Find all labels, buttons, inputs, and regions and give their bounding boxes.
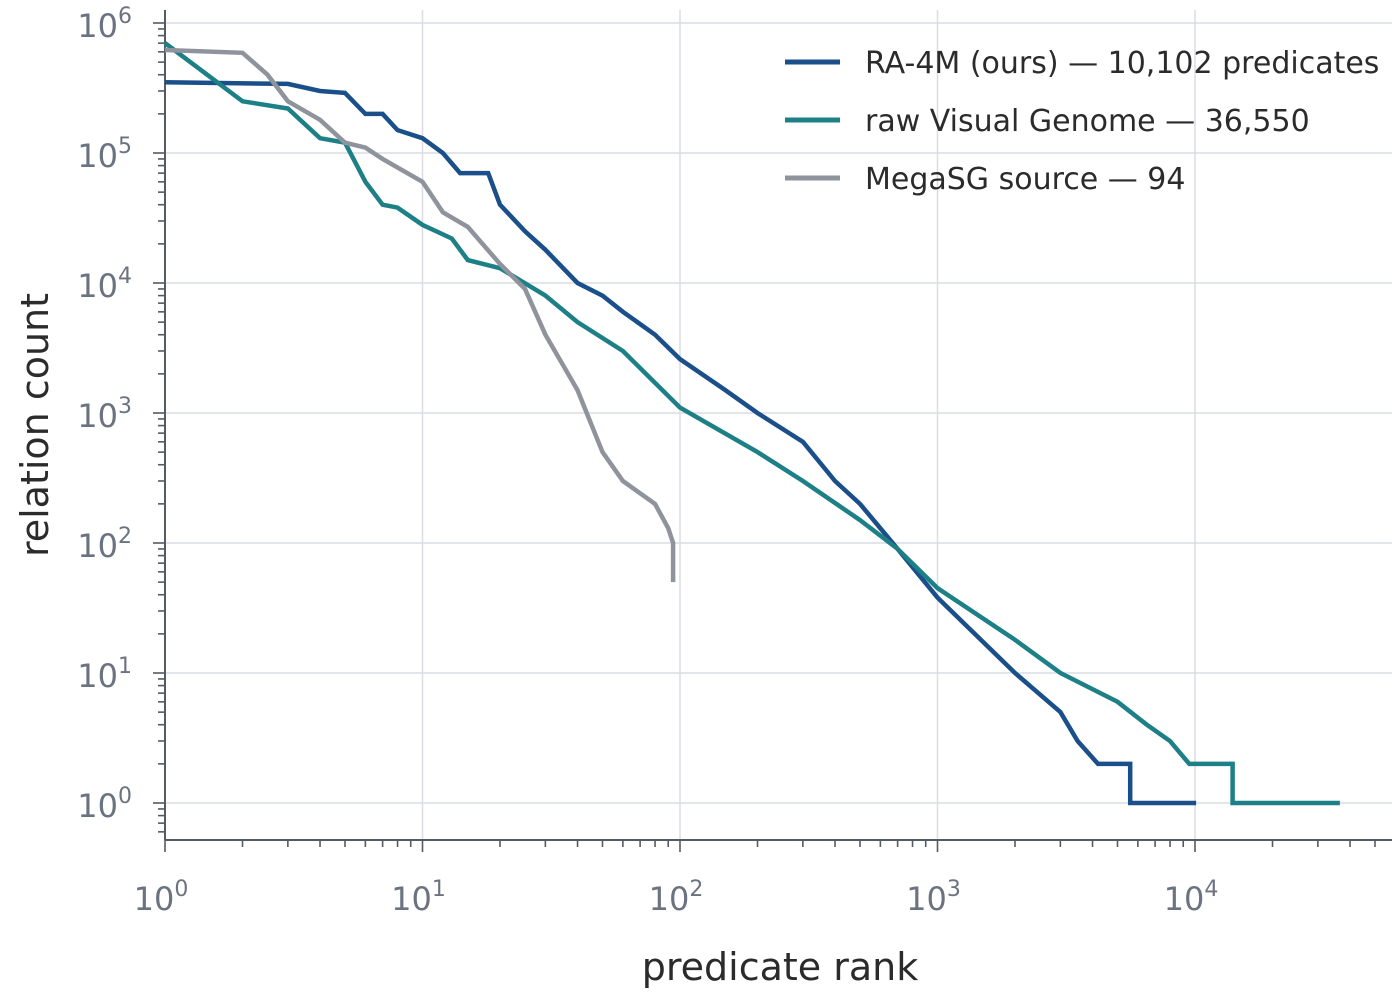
x-tick-label-exponent: 3	[947, 877, 961, 902]
series-line-2	[163, 41, 1340, 806]
minor-ticks	[153, 22, 1376, 852]
y-tick-label-base: 10	[77, 267, 118, 305]
series-line-1	[164, 80, 1197, 806]
x-tick-label: 102	[649, 877, 704, 918]
y-tick-label-exponent: 5	[118, 134, 132, 159]
y-tick-label-base: 10	[77, 137, 118, 175]
legend-label-2: raw Visual Genome — 36,550	[865, 104, 1310, 139]
y-tick-label-exponent: 1	[118, 654, 132, 679]
y-axis-title: relation count	[13, 293, 57, 557]
y-tick-label-base: 10	[77, 787, 118, 825]
series-line-3	[164, 47, 676, 583]
y-tick-label: 102	[77, 524, 132, 565]
series-lines	[163, 41, 1340, 806]
y-tick-label-exponent: 0	[118, 784, 132, 809]
x-tick-label-base: 10	[1164, 880, 1205, 918]
x-tick-label: 103	[906, 877, 961, 918]
x-tick-label-exponent: 0	[174, 877, 188, 902]
y-tick-label-exponent: 4	[118, 264, 132, 289]
legend-label-3: MegaSG source — 94	[865, 162, 1185, 197]
y-tick-label-exponent: 6	[118, 4, 132, 29]
y-tick-label-base: 10	[77, 657, 118, 695]
x-tick-label-exponent: 4	[1204, 877, 1218, 902]
y-tick-label: 100	[77, 784, 132, 825]
y-tick-label-exponent: 2	[118, 524, 132, 549]
x-tick-label-base: 10	[134, 880, 175, 918]
x-axis-title: predicate rank	[642, 945, 919, 989]
grid	[164, 10, 1392, 840]
x-tick-label-base: 10	[649, 880, 690, 918]
y-tick-label: 101	[77, 654, 132, 695]
x-tick-label: 101	[391, 877, 446, 918]
x-tick-label-base: 10	[391, 880, 432, 918]
y-tick-label: 104	[77, 264, 132, 305]
y-tick-label-base: 10	[77, 7, 118, 45]
y-tick-label-base: 10	[77, 527, 118, 565]
y-tick-label: 106	[77, 4, 132, 45]
legend: RA-4M (ours) — 10,102 predicates raw Visu…	[785, 46, 1379, 197]
x-tick-label-exponent: 1	[432, 877, 446, 902]
y-tick-label-exponent: 3	[118, 394, 132, 419]
legend-label-1: RA-4M (ours) — 10,102 predicates	[865, 46, 1379, 81]
y-tick-label: 105	[77, 134, 132, 175]
x-tick-label: 104	[1164, 877, 1219, 918]
y-tick-label: 103	[77, 394, 132, 435]
x-tick-label-exponent: 2	[689, 877, 703, 902]
x-tick-label-base: 10	[906, 880, 947, 918]
x-tick-label: 100	[134, 877, 189, 918]
y-tick-label-base: 10	[77, 397, 118, 435]
